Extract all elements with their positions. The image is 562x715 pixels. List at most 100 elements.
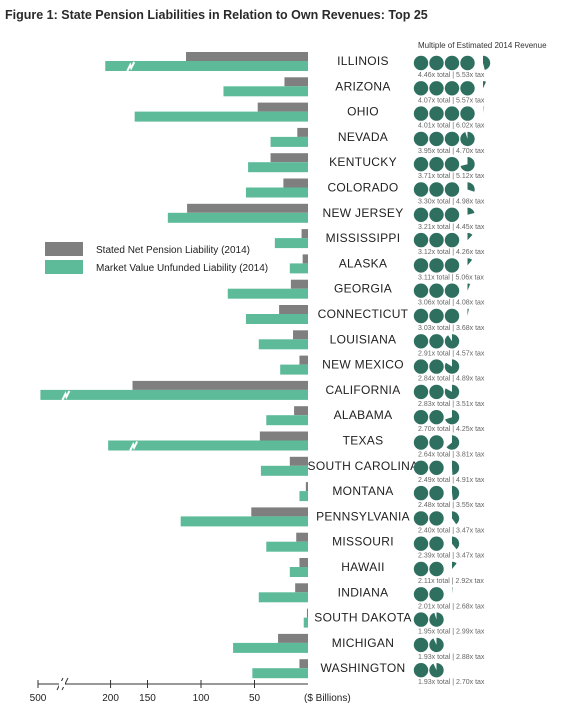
multiple-pie [429, 587, 444, 602]
bar-stated-missouri [296, 532, 308, 542]
multiple-pie [429, 334, 444, 349]
bar-stated-ohio [257, 102, 308, 112]
multiple-pie-partial [445, 410, 460, 425]
multiple-pie-partial [452, 561, 457, 569]
bar-market-kentucky [248, 162, 308, 173]
multiple-label: 1.93x total | 2.70x tax [418, 679, 485, 686]
multiple-pie [413, 561, 429, 577]
multiple-pie [444, 182, 460, 197]
multiple-pie [429, 410, 444, 425]
multiple-pie [413, 637, 429, 653]
multiple-label: 2.64x total | 3.81x tax [418, 452, 485, 459]
multiple-pie [413, 511, 429, 526]
multiple-label: 2.70x total | 4.25x tax [418, 426, 485, 433]
bar-stated-kentucky [270, 153, 308, 163]
state-label: CONNECTICUT [318, 307, 409, 321]
multiple-pie-partial [444, 334, 460, 349]
multiple-pie [429, 359, 444, 374]
legend-swatch-market [45, 260, 83, 274]
multiple-pie-partial [444, 384, 460, 400]
bar-stated-washington [299, 659, 308, 669]
multiple-pie-partial [467, 232, 473, 241]
multiple-pie [429, 55, 444, 71]
multiple-pie-partial [467, 182, 475, 192]
multiple-pie [413, 55, 429, 71]
bar-market-texas [108, 440, 308, 451]
bar-market-south-dakota [303, 617, 308, 628]
state-label: INDIANA [338, 585, 389, 599]
state-label: NEVADA [338, 130, 388, 144]
multiple-pie [429, 460, 444, 475]
multiple-label: 3.11x total | 5.06x tax [418, 274, 484, 281]
axis-break-gap [59, 681, 65, 687]
bar-market-missouri [266, 541, 308, 552]
multiple-pie [444, 283, 460, 298]
multiple-label: 1.93x total | 2.88x tax [418, 654, 485, 661]
bar-market-new-mexico [280, 364, 308, 375]
multiple-label: 2.91x total | 4.57x tax [418, 350, 485, 357]
multiple-label: 3.21x total | 4.45x tax [418, 224, 485, 231]
bar-stated-louisiana [293, 330, 308, 340]
multiple-pie [413, 485, 429, 501]
legend-label-stated: Stated Net Pension Liability (2014) [96, 245, 250, 256]
multiple-label: 4.07x total | 5.57x tax [418, 97, 485, 104]
multiple-label: 3.03x total | 3.68x tax [418, 325, 485, 332]
multiple-label: 2.01x total | 2.68x tax [418, 603, 485, 610]
multiple-pie-partial [467, 207, 475, 215]
multiple-label: 3.30x total | 4.98x tax [418, 199, 485, 206]
multiple-pie [413, 612, 429, 627]
multiple-pie [413, 182, 429, 197]
multiple-pie [413, 308, 429, 324]
multiple-pie-partial [429, 663, 444, 678]
bar-market-california [40, 389, 308, 400]
bar-stated-hawaii [299, 558, 308, 567]
multiple-pie [413, 384, 429, 400]
state-label: HAWAII [341, 560, 385, 574]
multiple-label: 2.84x total | 4.89x tax [418, 376, 485, 383]
bar-stated-south-dakota [306, 608, 308, 618]
multiple-pie [460, 106, 475, 121]
multiple-pie-partial [483, 55, 491, 70]
bar-stated-new-jersey [187, 203, 308, 213]
multiple-pie [413, 258, 429, 273]
state-label: TEXAS [343, 434, 384, 448]
multiple-pie [444, 157, 460, 172]
multiple-label: 3.12x total | 4.26x tax [418, 249, 485, 256]
bar-stated-montana [305, 482, 308, 492]
state-label: MISSISSIPPI [326, 231, 401, 245]
multiple-pie [444, 81, 460, 96]
multiple-pie [429, 81, 444, 96]
bars-group [40, 52, 309, 679]
multiple-pie [429, 561, 444, 577]
x-tick-label: 200 [102, 693, 119, 704]
bar-stated-indiana [295, 583, 308, 593]
multiple-pie-partial [444, 359, 460, 374]
state-label: LOUISIANA [330, 332, 397, 346]
multiple-label: 2.49x total | 4.91x tax [418, 477, 485, 484]
multiple-pie [444, 232, 460, 248]
bar-market-georgia [227, 288, 308, 299]
multiple-label: 2.48x total | 3.55x tax [418, 502, 485, 509]
multiple-pie [413, 536, 429, 551]
bar-market-alaska [289, 263, 308, 274]
multiple-pie [413, 435, 429, 450]
bar-market-louisiana [258, 339, 308, 350]
bar-market-alabama [266, 415, 308, 426]
multiple-pie [429, 157, 444, 172]
bar-market-michigan [233, 642, 308, 653]
x-tick-label: 500 [30, 693, 47, 704]
x-axis-label: ($ Billions) [304, 693, 351, 704]
multiple-pie [413, 460, 429, 475]
state-label: ALABAMA [334, 408, 393, 422]
bar-market-montana [299, 491, 308, 502]
multiple-label: 2.40x total | 3.47x tax [418, 527, 485, 534]
bar-stated-texas [259, 431, 308, 441]
multiple-pie [413, 207, 429, 222]
multiple-pie [444, 258, 460, 273]
legend: Stated Net Pension Liability (2014) Mark… [45, 242, 268, 274]
bar-stated-mississippi [301, 229, 308, 239]
multiple-pie [413, 283, 429, 298]
state-label: SOUTH DAKOTA [314, 611, 411, 625]
multiple-pie [429, 308, 444, 324]
